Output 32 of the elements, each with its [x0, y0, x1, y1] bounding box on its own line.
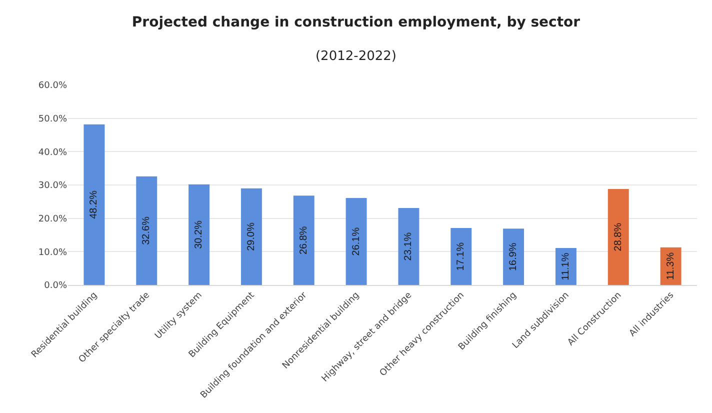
- y-tick-label: 0.0%: [44, 281, 68, 292]
- data-label: 23.1%: [403, 232, 414, 261]
- chart-title: Projected change in construction employment, by sector: [132, 14, 580, 30]
- data-label: 26.8%: [298, 226, 310, 255]
- y-tick-label: 40.0%: [38, 148, 68, 158]
- bar: [555, 248, 576, 285]
- bar: [240, 188, 262, 285]
- bar: [398, 208, 420, 285]
- y-tick-label: 10.0%: [38, 248, 68, 258]
- data-label: 30.2%: [194, 220, 205, 249]
- data-label: 26.1%: [350, 227, 362, 256]
- y-tick-label: 30.0%: [38, 181, 68, 192]
- data-label: 28.8%: [612, 222, 624, 252]
- data-label: 11.1%: [560, 252, 572, 280]
- bar: [346, 198, 367, 285]
- bar: [608, 189, 629, 285]
- data-label: 11.3%: [665, 252, 676, 280]
- data-label: 48.2%: [88, 190, 100, 219]
- data-label: 16.9%: [508, 242, 520, 272]
- bar: [293, 196, 314, 285]
- data-label: 29.0%: [246, 222, 257, 251]
- y-tick-label: 60.0%: [38, 81, 68, 92]
- bar: [503, 228, 524, 285]
- bar: [188, 184, 210, 285]
- y-tick-label: 20.0%: [38, 214, 68, 224]
- chart-subtitle: (2012-2022): [315, 49, 397, 64]
- bar: [450, 228, 472, 285]
- bar: [136, 176, 158, 285]
- data-label: 32.6%: [141, 216, 152, 245]
- y-tick-label: 50.0%: [38, 114, 68, 124]
- data-label: 17.1%: [456, 242, 467, 271]
- bar: [84, 124, 105, 285]
